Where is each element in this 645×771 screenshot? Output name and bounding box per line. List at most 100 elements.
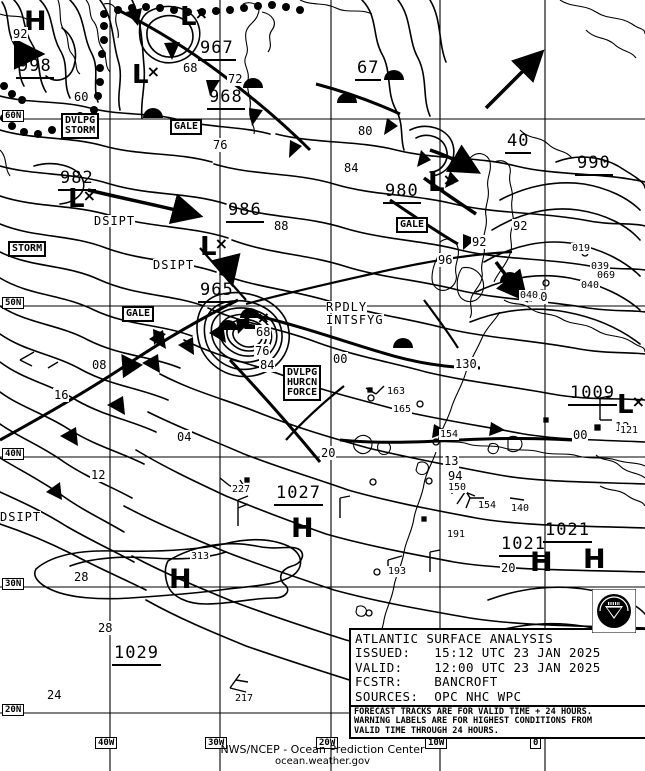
isobar-label-12: 76 [254, 344, 271, 358]
low-center-cross-icon: × [256, 308, 270, 327]
isobar-label-0: 92 [12, 27, 29, 41]
isobar-label-23: 20 [500, 561, 517, 575]
credit-agency: NWS/NCEP - Ocean Prediction Center [220, 743, 425, 756]
observation-label-5: 163 [386, 386, 407, 397]
central-pressure-label-4: 986 [226, 200, 264, 223]
observation-label-15: 217 [234, 693, 255, 704]
isobar-label-20: 24 [46, 688, 63, 702]
central-pressure-label-10: 1029 [112, 643, 161, 666]
low-center-cross-icon: × [442, 170, 456, 189]
warning-label-line: GALE [126, 308, 151, 319]
noaa-logo [591, 588, 637, 634]
annotation-dsipt-1: DSIPT [153, 258, 195, 272]
isobar-label-1: 60 [73, 90, 90, 104]
observation-label-14: 227 [231, 484, 252, 495]
warning-label-storm: STORM [8, 241, 47, 257]
central-pressure-label-13: 40 [505, 131, 532, 154]
disclaimer-line-2: WARNING LABELS ARE FOR HIGHEST CONDITION… [354, 716, 592, 727]
isobar-label-17: 12 [90, 468, 107, 482]
title-line-forecaster: FCSTR: BANCROFT [355, 674, 498, 690]
credit-website: ocean.weather.gov [274, 756, 371, 767]
sea-ice-edge [0, 1, 304, 138]
low-center-cross-icon: × [631, 392, 645, 411]
latitude-label-20n: 20N [2, 704, 25, 716]
warning-label-line: STORM [12, 243, 43, 254]
low-center-cross-icon: × [146, 62, 160, 81]
central-pressure-label-6: 980 [383, 181, 421, 204]
warning-label-line: DVLPG [65, 115, 96, 126]
observation-label-16: 121 [619, 425, 640, 436]
isobar-label-21: 28 [73, 570, 90, 584]
observation-label-9: 154 [477, 500, 498, 511]
observation-label-7: 154 [439, 429, 460, 440]
isobar-label-16: 08 [91, 358, 108, 372]
central-pressure-label-8: 1009 [568, 383, 617, 406]
low-center-cross-icon: × [194, 4, 208, 23]
warning-label-line: HURCN [287, 377, 318, 388]
central-pressure-label-14: 67 [355, 58, 382, 81]
warning-label-dvlpg-storm: DVLPG STORM [61, 113, 100, 139]
central-pressure-label-9: 1027 [274, 483, 323, 506]
isobar-label-18: 16 [53, 388, 70, 402]
coastlines [0, 0, 645, 717]
warning-disclaimer-block: FORECAST TRACKS ARE FOR VALID TIME + 24 … [349, 705, 645, 740]
observation-label-4: 040 [519, 290, 540, 301]
observation-label-12: 193 [387, 566, 408, 577]
cold-fronts [0, 8, 459, 463]
observation-label-1: 039 [590, 261, 611, 272]
warning-label-gale: GALE [170, 119, 203, 135]
observation-label-3: 040 [580, 280, 601, 291]
warning-label-line: DVLPG [287, 367, 318, 378]
central-pressure-label-5: 965 [198, 280, 236, 303]
isobar-label-13: 84 [259, 358, 276, 372]
title-line-1: ATLANTIC SURFACE ANALYSIS [355, 631, 554, 646]
warning-label-line: GALE [174, 121, 199, 132]
isobar-label-24: 130 [454, 357, 478, 371]
annotation-intsfyg-4: INTSFYG [326, 313, 384, 327]
low-pressure-symbol-4: L× [200, 232, 228, 262]
warning-label-gale: GALE [396, 217, 429, 233]
isobar-label-2: 68 [182, 61, 199, 75]
latitude-label-60n: 60N [2, 110, 25, 122]
high-pressure-symbol-11: H [583, 544, 606, 575]
longitude-label-40w: 40W [95, 737, 118, 749]
isobar-label-3: 72 [227, 72, 244, 86]
analysis-title-block: ATLANTIC SURFACE ANALYSIS ISSUED: 15:12 … [349, 628, 645, 709]
central-pressure-label-7: 990 [575, 153, 613, 176]
low-pressure-symbol-7: L× [242, 306, 270, 336]
isobar-label-14: 00 [332, 352, 349, 366]
isobar-label-11: 68 [255, 325, 272, 339]
observation-label-11: 191 [446, 529, 467, 540]
isobar-label-5: 80 [357, 124, 374, 138]
title-line-sources: SOURCES: OPC NHC WPC [355, 688, 522, 704]
central-pressure-label-1: 967 [198, 38, 236, 61]
isobar-label-9: 92 [471, 235, 488, 249]
annotation-dsipt-2: DSIPT [0, 510, 42, 524]
central-pressure-label-12: 1021 [543, 520, 592, 543]
isobar-label-28: 94 [447, 469, 464, 483]
observation-label-8: 150 [447, 482, 468, 493]
warm-fronts [257, 82, 573, 444]
observation-label-10: 140 [510, 503, 531, 514]
central-pressure-label-2: 968 [207, 87, 245, 110]
high-pressure-symbol-9: H [169, 564, 192, 595]
isobar-label-6: 84 [343, 161, 360, 175]
annotation-dsipt-0: DSIPT [94, 214, 136, 228]
title-line-valid: VALID: 12:00 UTC 23 JAN 2025 [355, 659, 601, 675]
high-pressure-symbol-8: H [291, 513, 314, 544]
observation-label-2: 069 [596, 270, 617, 281]
low-pressure-symbol-2: L× [132, 60, 160, 90]
noaa-seal-icon [591, 588, 637, 634]
title-line-issued: ISSUED: 15:12 UTC 23 JAN 2025 [355, 645, 601, 661]
isobar-label-19: 20 [320, 446, 337, 460]
central-pressure-label-3: 982 [58, 168, 96, 191]
low-center-cross-icon: × [82, 186, 96, 205]
isobar-label-15: 04 [176, 430, 193, 444]
disclaimer-line-1: FORECAST TRACKS ARE FOR VALID TIME + 24 … [354, 707, 592, 717]
observation-label-0: 019 [571, 243, 592, 254]
latitude-label-40n: 40N [2, 448, 25, 460]
credit-block: NWS/NCEP - Ocean Prediction Center ocean… [0, 744, 645, 768]
observation-label-13: 313 [190, 551, 211, 562]
isobar-label-10: 96 [437, 253, 454, 267]
